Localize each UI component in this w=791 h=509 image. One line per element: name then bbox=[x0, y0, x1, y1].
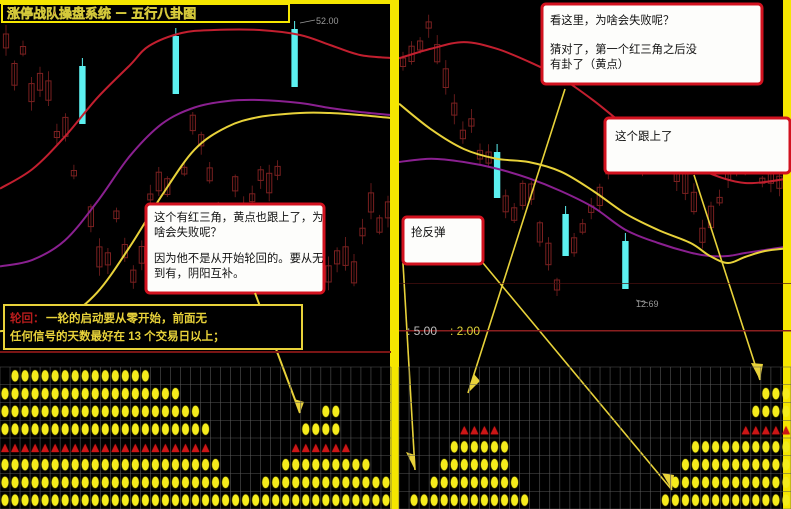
svg-text:这个跟上了: 这个跟上了 bbox=[615, 129, 673, 143]
svg-text:轮回：: 轮回： bbox=[10, 311, 45, 325]
svg-text:到有，阴阳互补。: 到有，阴阳互补。 bbox=[154, 266, 244, 280]
svg-text:涨停战队操盘系统 － 五行八卦图: 涨停战队操盘系统 － 五行八卦图 bbox=[6, 6, 196, 21]
svg-text:因为他不是从开始轮回的。要从无: 因为他不是从开始轮回的。要从无 bbox=[154, 251, 323, 265]
svg-text:猜对了，第一个红三角之后没: 猜对了，第一个红三角之后没 bbox=[550, 42, 697, 56]
svg-text:: 5.00: : 5.00 bbox=[407, 324, 437, 338]
svg-text:啥会失败呢？: 啥会失败呢？ bbox=[154, 225, 222, 239]
svg-text:: 2.00: : 2.00 bbox=[450, 324, 480, 338]
svg-text:12.69: 12.69 bbox=[636, 299, 659, 309]
svg-text:任何信号的天数最好在 13 个交易日以上；: 任何信号的天数最好在 13 个交易日以上； bbox=[9, 329, 225, 343]
svg-text:一轮的启动要从零开始，前面无: 一轮的启动要从零开始，前面无 bbox=[46, 311, 207, 325]
svg-text:抢反弹: 抢反弹 bbox=[411, 225, 446, 239]
svg-text:看这里，为啥会失败呢？: 看这里，为啥会失败呢？ bbox=[550, 13, 674, 27]
svg-text:有卦了（黄点）: 有卦了（黄点） bbox=[550, 57, 629, 71]
svg-text:这个有红三角，黄点也跟上了，为: 这个有红三角，黄点也跟上了，为 bbox=[154, 210, 323, 224]
svg-text:52.00: 52.00 bbox=[316, 16, 339, 26]
